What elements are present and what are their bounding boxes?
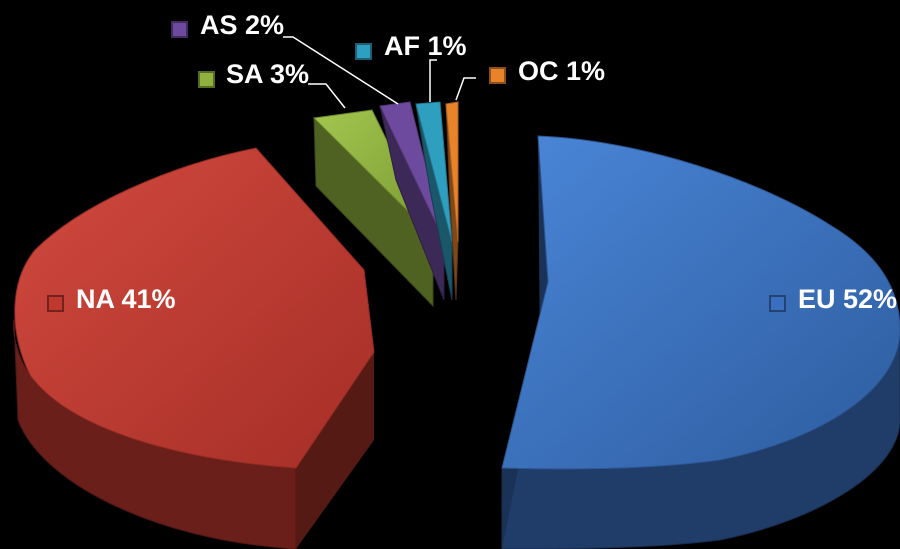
slice-label-text-oc: OC 1% <box>518 56 605 86</box>
slice-label-oc: OC 1% <box>455 56 605 101</box>
leader-line-as <box>283 36 399 105</box>
slice-label-text-na: NA 41% <box>76 284 176 314</box>
slice-label-eu: EU 52% <box>769 284 897 314</box>
slice-label-text-as: AS 2% <box>200 10 284 40</box>
pie-slice-sa <box>312 109 434 308</box>
purple-square-marker-icon <box>171 21 188 38</box>
slice-label-na: NA 41% <box>47 284 176 314</box>
leader-line-af <box>429 59 437 102</box>
green-square-marker-icon <box>198 71 215 88</box>
teal-square-marker-icon <box>355 43 372 60</box>
red-square-marker-icon <box>47 295 64 312</box>
pie-slice-as <box>379 101 445 301</box>
slice-label-af: AF 1% <box>355 31 467 102</box>
pie-slice-eu <box>501 135 900 549</box>
pie-slice-oc <box>445 101 459 301</box>
blue-square-marker-icon <box>769 295 786 312</box>
slice-label-as: AS 2% <box>171 10 399 105</box>
slice-label-sa: SA 3% <box>198 59 346 109</box>
leader-line-sa <box>308 83 346 109</box>
slice-label-text-sa: SA 3% <box>226 59 309 89</box>
slice-label-text-eu: EU 52% <box>798 284 897 314</box>
leader-line-oc <box>455 77 476 101</box>
slice-label-text-af: AF 1% <box>384 31 467 61</box>
orange-square-marker-icon <box>489 67 506 84</box>
pie-slice-af <box>415 101 453 301</box>
pie-slice-na <box>13 147 375 549</box>
